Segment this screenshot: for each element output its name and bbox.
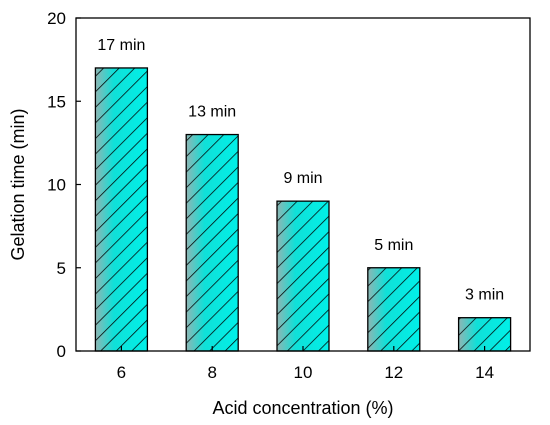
y-tick-label: 15 [47,92,66,111]
y-tick-label: 5 [57,259,66,278]
bar-hatch [185,133,239,352]
bars-group [94,67,512,352]
bar-14 [457,317,512,352]
data-labels-group: 17 min 13 min 9 min 5 min 3 min [97,37,504,304]
bar-10 [276,200,330,352]
bar-12 [367,267,421,352]
y-tick-label: 20 [47,9,66,28]
bar-8 [185,133,239,352]
data-label: 9 min [283,170,322,187]
data-label: 5 min [374,237,413,254]
data-label: 13 min [188,104,236,121]
y-tick-label: 10 [47,176,66,195]
bar-hatch [94,67,149,352]
data-label: 17 min [97,37,145,54]
x-tick-label: 8 [207,363,216,382]
x-tick-label: 6 [117,363,126,382]
y-axis: 0 5 10 15 20 [47,9,81,361]
x-axis: 6 8 10 12 14 [117,346,494,382]
x-axis-title: Acid concentration (%) [212,398,393,418]
x-tick-label: 12 [384,363,403,382]
bar-hatch [276,200,330,352]
bar-hatch [457,317,512,352]
bar-hatch [367,267,421,352]
bar-6 [94,67,149,352]
y-axis-title: Gelation time (min) [8,108,28,260]
y-tick-label: 0 [57,342,66,361]
x-tick-label: 10 [294,363,313,382]
x-tick-label: 14 [475,363,494,382]
data-label: 3 min [465,287,504,304]
